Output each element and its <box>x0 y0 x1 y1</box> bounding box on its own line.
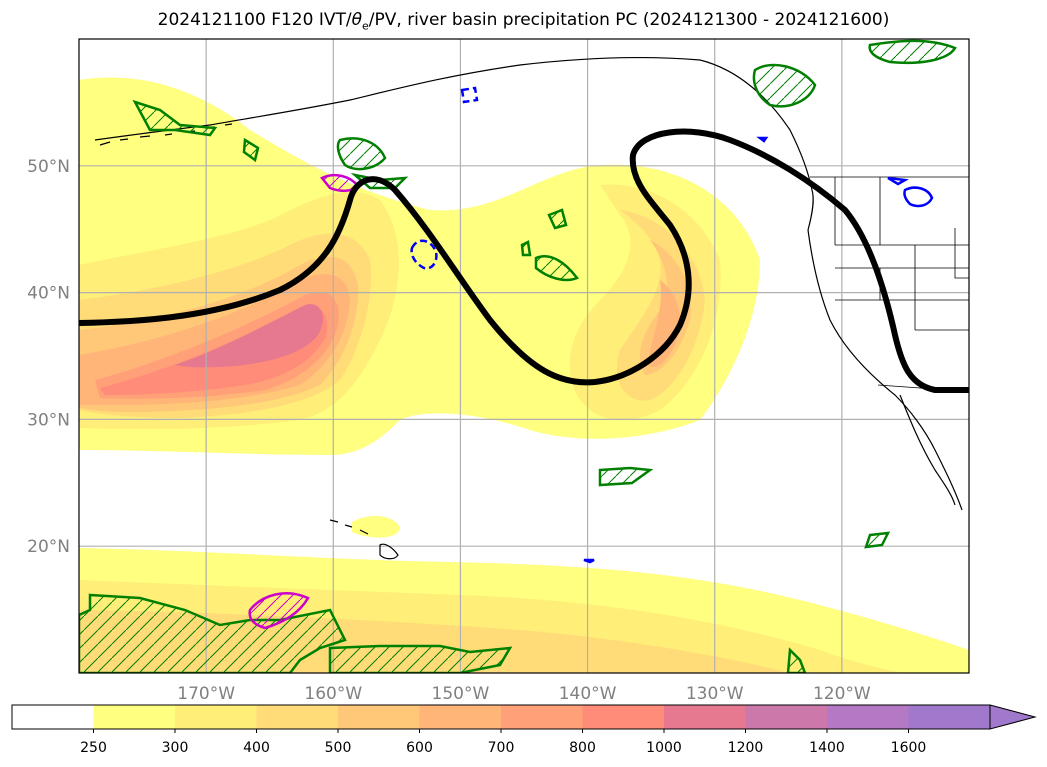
pv-contour <box>79 128 969 393</box>
colorbar-segment <box>256 705 338 729</box>
colorbar-segment <box>582 705 664 729</box>
colorbar-segment <box>908 705 990 729</box>
colorbar-label: 600 <box>406 740 433 756</box>
green-contour-mid-b <box>547 208 568 230</box>
lon-tick-label: 160°W <box>304 684 362 704</box>
colorbar-label: 400 <box>243 740 270 756</box>
green-contour-south-east <box>786 647 807 673</box>
colorbar-segment <box>745 705 827 729</box>
colorbar-segment <box>12 705 94 729</box>
lat-tick-label: 30°N <box>27 410 70 430</box>
green-contour-south-mid <box>328 644 513 673</box>
colorbar-label: 1600 <box>891 740 927 756</box>
theta-e-contours-green <box>79 39 957 673</box>
blue-contour-small-2 <box>583 558 595 564</box>
baja-california <box>899 394 956 506</box>
colorbar: 250 300 400 500 600 700 800 1000 1200 1400 1600 <box>11 704 1037 756</box>
blue-contour-dashed-2 <box>460 86 479 104</box>
colorbar-segment <box>501 705 583 729</box>
colorbar-label: 500 <box>325 740 352 756</box>
lon-tick-label: 150°W <box>432 684 490 704</box>
blue-contour-dashed-1 <box>410 239 438 270</box>
colorbar-label: 800 <box>569 740 596 756</box>
colorbar-label: 300 <box>162 740 189 756</box>
colorbar-segment <box>827 705 909 729</box>
colorbar-segment <box>175 705 257 729</box>
blue-contour-small-1 <box>887 176 909 186</box>
hawaii-islands <box>329 519 399 560</box>
colorbar-segment <box>93 705 175 729</box>
ivt-band-600-700-east <box>648 280 680 367</box>
us-west-coast <box>807 229 963 511</box>
lat-tick-label: 50°N <box>27 157 70 177</box>
green-contour-subtrop <box>598 466 654 487</box>
colorbar-label: 1400 <box>809 740 845 756</box>
colorbar-extend-arrow <box>989 704 1037 730</box>
alaska-coast <box>94 56 813 191</box>
colorbar-segment <box>419 705 501 729</box>
green-contour-west-n2 <box>242 137 260 163</box>
longitude-labels: 170°W 160°W 150°W 140°W 130°W 120°W <box>177 684 871 704</box>
blue-contour-small-3 <box>756 136 769 143</box>
ivt-band-250-300-west <box>79 150 160 235</box>
green-contour-east-subtrop <box>864 531 891 549</box>
lon-tick-label: 120°W <box>813 684 871 704</box>
lat-tick-label: 40°N <box>27 284 70 304</box>
green-contour-south-west <box>79 593 347 673</box>
green-contour-ne <box>868 39 957 65</box>
magenta-contour-south <box>248 592 310 630</box>
green-contour-west-n <box>132 99 218 137</box>
green-contour-central-n <box>336 137 387 171</box>
lon-tick-label: 130°W <box>686 684 744 704</box>
coastlines <box>94 56 963 560</box>
map-frame <box>78 38 970 674</box>
map-title: 2024121100 F120 IVT/θe/PV, river basin p… <box>157 10 890 33</box>
colorbar-label: 1200 <box>728 740 764 756</box>
lon-tick-label: 140°W <box>559 684 617 704</box>
colorbar-label: 250 <box>80 740 107 756</box>
latitude-labels: 50°N 40°N 30°N 20°N <box>27 157 70 557</box>
green-contour-gulf-alaska <box>752 63 817 108</box>
bc-coast <box>807 189 814 231</box>
colorbar-label: 1000 <box>646 740 682 756</box>
map-area <box>79 39 969 673</box>
lon-tick-label: 170°W <box>177 684 235 704</box>
blue-contour-west-us <box>903 186 934 208</box>
lat-tick-label: 20°N <box>27 537 70 557</box>
colorbar-label: 700 <box>488 740 515 756</box>
colorbar-segment <box>664 705 746 729</box>
green-contour-mid-a <box>534 255 579 282</box>
green-contour-mid-c <box>520 240 532 257</box>
ivt-band-1000-1200 <box>175 304 323 368</box>
colorbar-segment <box>338 705 420 729</box>
theta-e-contours-blue <box>410 86 934 564</box>
